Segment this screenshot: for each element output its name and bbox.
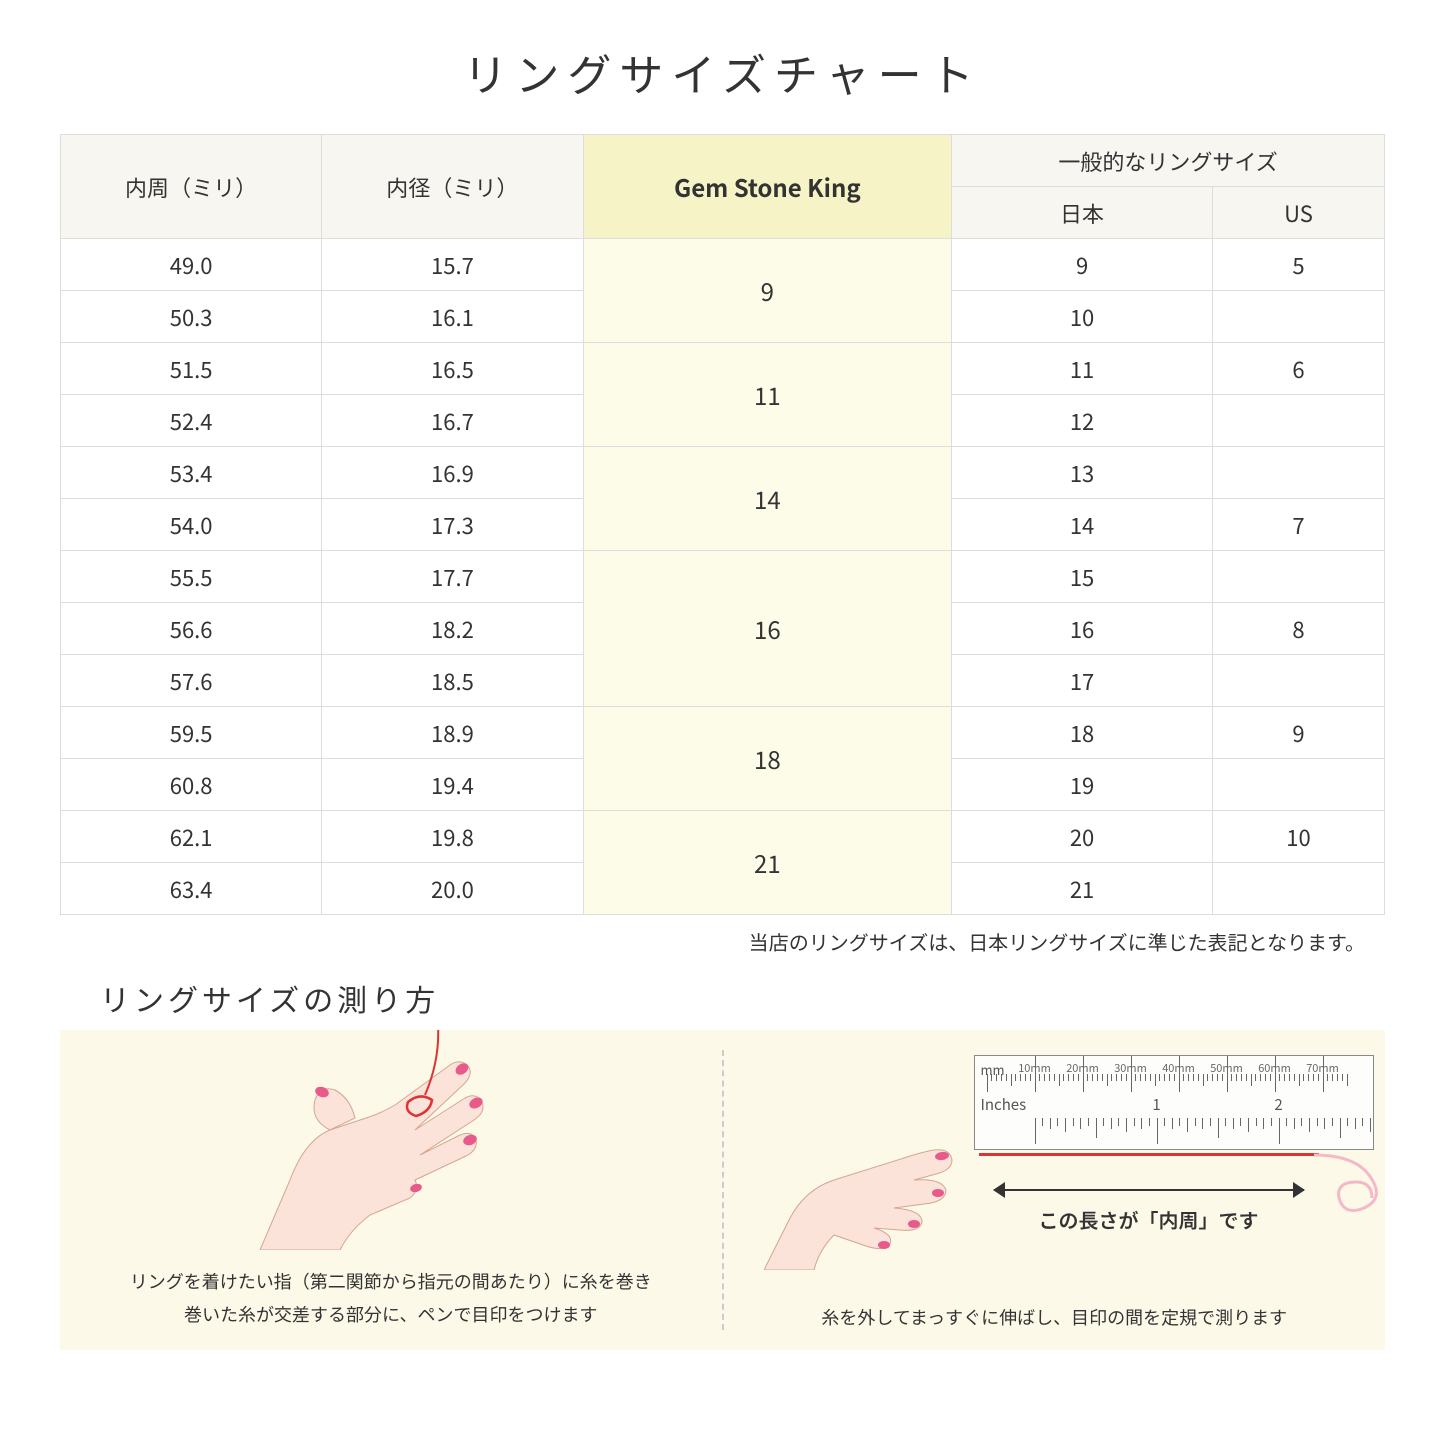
cell-circ: 59.5 bbox=[61, 707, 322, 759]
cell-circ: 55.5 bbox=[61, 551, 322, 603]
cell-jp: 18 bbox=[952, 707, 1213, 759]
cell-jp: 20 bbox=[952, 811, 1213, 863]
hand-hold-icon bbox=[764, 1130, 964, 1270]
cell-jp: 16 bbox=[952, 603, 1213, 655]
cell-jp: 11 bbox=[952, 343, 1213, 395]
cell-us bbox=[1212, 863, 1384, 915]
cell-us bbox=[1212, 759, 1384, 811]
cell-circ: 49.0 bbox=[61, 239, 322, 291]
cell-jp: 12 bbox=[952, 395, 1213, 447]
cell-jp: 9 bbox=[952, 239, 1213, 291]
cell-dia: 16.5 bbox=[322, 343, 583, 395]
hand-wrap-icon bbox=[220, 1030, 500, 1250]
cell-us bbox=[1212, 291, 1384, 343]
col-us: US bbox=[1212, 187, 1384, 239]
cell-us: 10 bbox=[1212, 811, 1384, 863]
cell-dia: 15.7 bbox=[322, 239, 583, 291]
howto-left-caption: リングを着けたい指（第二関節から指元の間あたり）に糸を巻き 巻いた糸が交差する部… bbox=[60, 1265, 722, 1330]
table-row: 59.518.918189 bbox=[61, 707, 1385, 759]
cell-circ: 57.6 bbox=[61, 655, 322, 707]
cell-circ: 51.5 bbox=[61, 343, 322, 395]
cell-circ: 62.1 bbox=[61, 811, 322, 863]
cell-dia: 19.4 bbox=[322, 759, 583, 811]
cell-jp: 19 bbox=[952, 759, 1213, 811]
cell-dia: 16.1 bbox=[322, 291, 583, 343]
cell-us bbox=[1212, 447, 1384, 499]
howto-step-1: リングを着けたい指（第二関節から指元の間あたり）に糸を巻き 巻いた糸が交差する部… bbox=[60, 1030, 722, 1350]
cell-dia: 18.5 bbox=[322, 655, 583, 707]
cell-circ: 54.0 bbox=[61, 499, 322, 551]
cell-circ: 60.8 bbox=[61, 759, 322, 811]
page-title: リングサイズチャート bbox=[60, 40, 1385, 104]
cell-dia: 20.0 bbox=[322, 863, 583, 915]
table-row: 55.517.71615 bbox=[61, 551, 1385, 603]
dimension-arrow bbox=[994, 1180, 1304, 1200]
cell-jp: 17 bbox=[952, 655, 1213, 707]
howto-panel: リングを着けたい指（第二関節から指元の間あたり）に糸を巻き 巻いた糸が交差する部… bbox=[60, 1030, 1385, 1350]
thread-line bbox=[979, 1153, 1319, 1156]
cell-gsk: 9 bbox=[583, 239, 952, 343]
cell-dia: 16.9 bbox=[322, 447, 583, 499]
cell-us: 9 bbox=[1212, 707, 1384, 759]
arrow-label: この長さが「内周」です bbox=[994, 1205, 1304, 1234]
cell-us bbox=[1212, 395, 1384, 447]
table-row: 51.516.511116 bbox=[61, 343, 1385, 395]
cell-jp: 21 bbox=[952, 863, 1213, 915]
howto-title: リングサイズの測り方 bbox=[100, 976, 1385, 1020]
cell-circ: 50.3 bbox=[61, 291, 322, 343]
table-row: 62.119.8212010 bbox=[61, 811, 1385, 863]
cell-jp: 10 bbox=[952, 291, 1213, 343]
col-gsk: Gem Stone King bbox=[583, 135, 952, 239]
col-circumference: 内周（ミリ） bbox=[61, 135, 322, 239]
size-chart-table: 内周（ミリ） 内径（ミリ） Gem Stone King 一般的なリングサイズ … bbox=[60, 134, 1385, 915]
cell-dia: 17.7 bbox=[322, 551, 583, 603]
col-general: 一般的なリングサイズ bbox=[952, 135, 1385, 187]
cell-circ: 63.4 bbox=[61, 863, 322, 915]
cell-jp: 14 bbox=[952, 499, 1213, 551]
cell-gsk: 14 bbox=[583, 447, 952, 551]
cell-dia: 18.2 bbox=[322, 603, 583, 655]
cell-jp: 13 bbox=[952, 447, 1213, 499]
cell-dia: 17.3 bbox=[322, 499, 583, 551]
table-row: 49.015.7995 bbox=[61, 239, 1385, 291]
cell-gsk: 18 bbox=[583, 707, 952, 811]
cell-gsk: 21 bbox=[583, 811, 952, 915]
note-text: 当店のリングサイズは、日本リングサイズに準じた表記となります。 bbox=[60, 927, 1365, 956]
cell-us: 6 bbox=[1212, 343, 1384, 395]
col-diameter: 内径（ミリ） bbox=[322, 135, 583, 239]
cell-jp: 15 bbox=[952, 551, 1213, 603]
cell-us: 7 bbox=[1212, 499, 1384, 551]
cell-gsk: 16 bbox=[583, 551, 952, 707]
cell-us: 5 bbox=[1212, 239, 1384, 291]
cell-us bbox=[1212, 551, 1384, 603]
cell-dia: 18.9 bbox=[322, 707, 583, 759]
col-japan: 日本 bbox=[952, 187, 1213, 239]
howto-step-2: mm Inches 10mm20mm30mm40mm50mm60mm70mm12… bbox=[724, 1030, 1386, 1350]
cell-circ: 52.4 bbox=[61, 395, 322, 447]
cell-us bbox=[1212, 655, 1384, 707]
cell-circ: 53.4 bbox=[61, 447, 322, 499]
cell-dia: 19.8 bbox=[322, 811, 583, 863]
howto-right-caption: 糸を外してまっすぐに伸ばし、目印の間を定規で測ります bbox=[724, 1304, 1386, 1330]
thread-curl-icon bbox=[1314, 1130, 1404, 1220]
cell-dia: 16.7 bbox=[322, 395, 583, 447]
cell-us: 8 bbox=[1212, 603, 1384, 655]
cell-gsk: 11 bbox=[583, 343, 952, 447]
table-row: 53.416.91413 bbox=[61, 447, 1385, 499]
cell-circ: 56.6 bbox=[61, 603, 322, 655]
